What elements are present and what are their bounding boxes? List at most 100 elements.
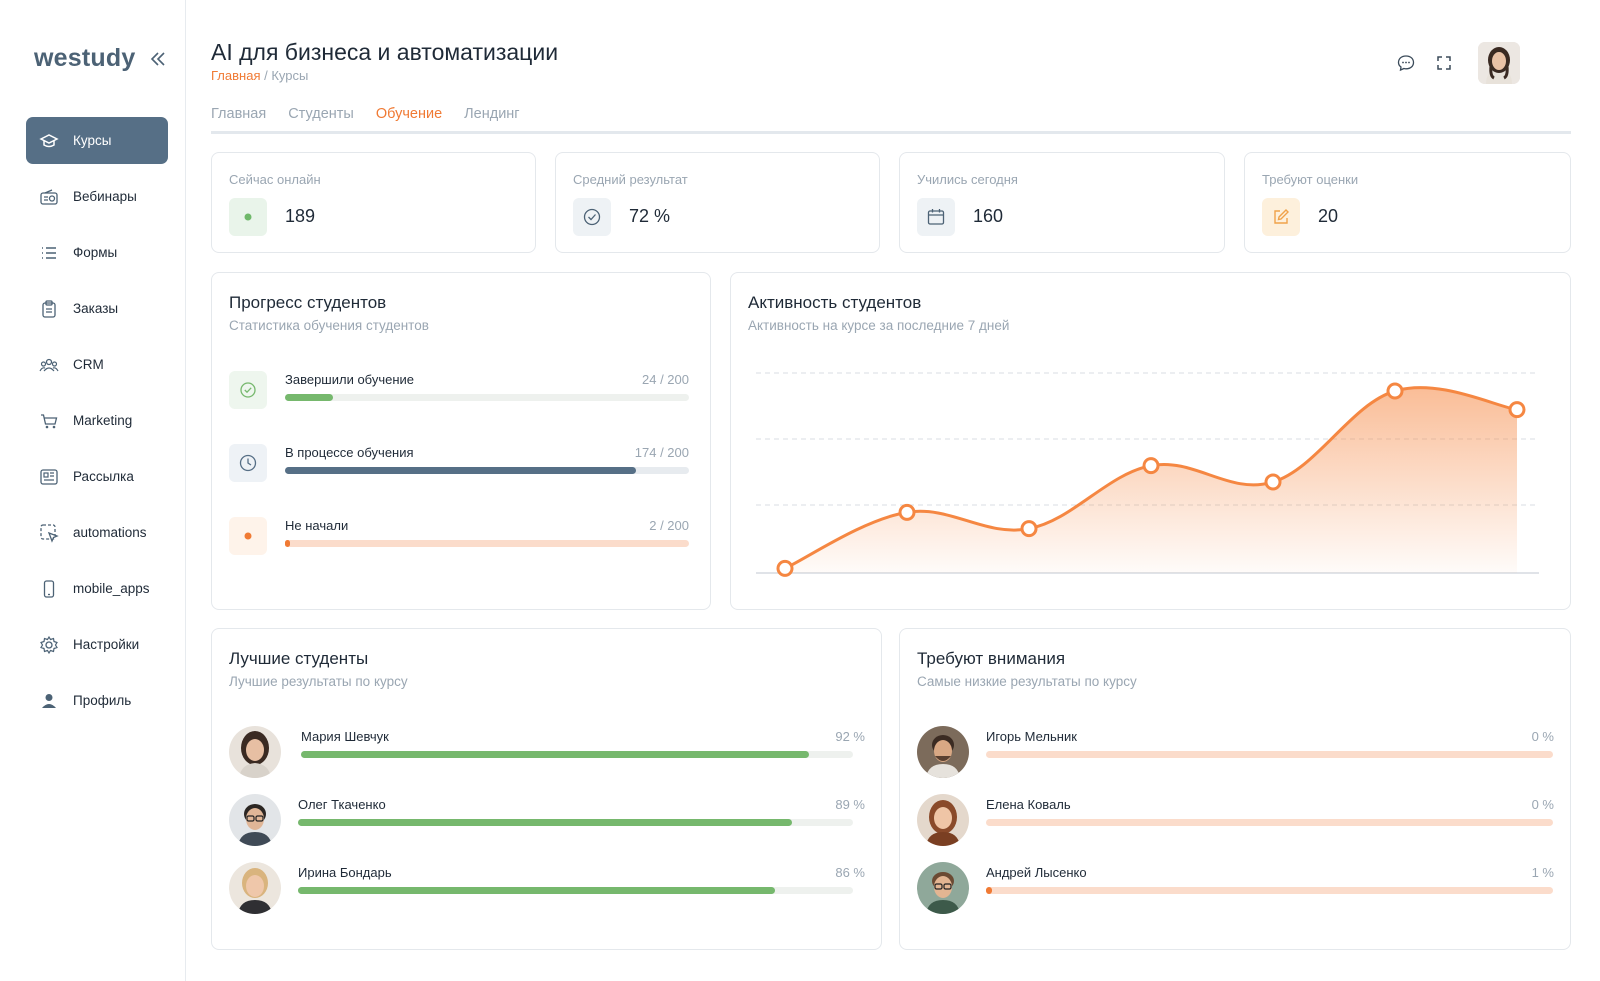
avatar bbox=[917, 794, 969, 846]
clock-icon bbox=[229, 444, 267, 482]
activity-chart bbox=[756, 372, 1539, 577]
data-point-1[interactable] bbox=[776, 559, 794, 577]
student-score: 1 % bbox=[1531, 865, 1554, 880]
sidebar-item-label: Заказы bbox=[73, 301, 119, 316]
avatar[interactable] bbox=[1478, 42, 1520, 84]
sidebar-item-automations[interactable]: automations bbox=[26, 509, 168, 556]
list-item[interactable]: Игорь Мельник 0 % bbox=[917, 726, 1554, 778]
sidebar-item-marketing[interactable]: Marketing bbox=[26, 397, 168, 444]
score-fill bbox=[298, 887, 776, 894]
list-item[interactable]: Ирина Бондарь 86 % bbox=[229, 862, 865, 914]
avatar bbox=[917, 862, 969, 914]
sidebar-item-settings[interactable]: Настройки bbox=[26, 621, 168, 668]
kpi-card-online: Сейчас онлайн 189 bbox=[211, 152, 536, 253]
progress-row-not-started: Не начали 2 / 200 bbox=[229, 517, 689, 557]
list-item[interactable]: Елена Коваль 0 % bbox=[917, 794, 1554, 846]
student-name: Ирина Бондарь bbox=[298, 865, 392, 880]
student-score: 0 % bbox=[1531, 797, 1554, 812]
list-item[interactable]: Андрей Лысенко 1 % bbox=[917, 862, 1554, 914]
progress-card: Прогресс студентов Статистика обучения с… bbox=[211, 272, 711, 610]
sidebar-item-crm[interactable]: CRM bbox=[26, 341, 168, 388]
kpi-value: 160 bbox=[973, 206, 1004, 226]
avatar bbox=[229, 862, 281, 914]
sidebar-item-forms[interactable]: Формы bbox=[26, 229, 168, 276]
attention-card: Требуют внимания Самые низкие результаты… bbox=[899, 628, 1571, 950]
list-icon bbox=[39, 243, 59, 263]
score-track bbox=[298, 819, 853, 826]
double-chevron-left-icon[interactable] bbox=[149, 50, 167, 68]
list-item[interactable]: Мария Шевчук 92 % bbox=[229, 726, 865, 778]
card-subtitle: Статистика обучения студентов bbox=[229, 318, 429, 333]
sidebar-item-label: Настройки bbox=[73, 637, 140, 652]
progress-fill bbox=[285, 394, 334, 401]
sidebar-item-mobile-apps[interactable]: mobile_apps bbox=[26, 565, 168, 612]
tab-students[interactable]: Студенты bbox=[288, 106, 354, 122]
progress-value: 2 / 200 bbox=[649, 518, 689, 533]
card-subtitle: Лучшие результаты по курсу bbox=[229, 674, 408, 689]
progress-value: 24 / 200 bbox=[642, 372, 689, 387]
tab-main[interactable]: Главная bbox=[211, 106, 267, 122]
online-dot-icon bbox=[229, 198, 267, 236]
data-point-7[interactable] bbox=[1508, 401, 1526, 419]
logo-row: westudy bbox=[34, 44, 167, 73]
tab-landing[interactable]: Лендинг bbox=[464, 106, 520, 122]
student-name: Игорь Мельник bbox=[986, 729, 1077, 744]
card-title: Активность студентов bbox=[748, 293, 922, 312]
score-track bbox=[986, 887, 1553, 894]
sidebar-item-label: Рассылка bbox=[73, 469, 134, 484]
progress-label: Не начали bbox=[285, 518, 349, 533]
avatar bbox=[229, 726, 281, 778]
activity-card: Активность студентов Активность на курсе… bbox=[730, 272, 1571, 610]
kpi-label: Средний результат bbox=[573, 172, 688, 187]
progress-value: 174 / 200 bbox=[634, 445, 689, 460]
breadcrumb-separator: / bbox=[260, 68, 272, 83]
sidebar-item-newsletter[interactable]: Рассылка bbox=[26, 453, 168, 500]
sidebar-item-courses[interactable]: Курсы bbox=[26, 117, 168, 164]
sidebar-item-webinars[interactable]: Вебинары bbox=[26, 173, 168, 220]
kpi-label: Требуют оценки bbox=[1262, 172, 1359, 187]
data-point-6[interactable] bbox=[1386, 382, 1404, 400]
cursor-select-icon bbox=[39, 523, 59, 543]
header-actions bbox=[1380, 42, 1520, 84]
score-fill bbox=[986, 887, 992, 894]
card-title: Требуют внимания bbox=[917, 649, 1066, 668]
data-point-5[interactable] bbox=[1264, 473, 1282, 491]
breadcrumb-home-link[interactable]: Главная bbox=[211, 68, 261, 83]
fullscreen-icon[interactable] bbox=[1432, 51, 1456, 75]
edit-icon bbox=[1262, 198, 1300, 236]
score-track bbox=[986, 819, 1553, 826]
breadcrumb-current: Курсы bbox=[271, 68, 309, 83]
student-score: 0 % bbox=[1531, 729, 1554, 744]
data-point-2[interactable] bbox=[898, 503, 916, 521]
data-point-4[interactable] bbox=[1142, 457, 1160, 475]
kpi-card-average: Средний результат 72 % bbox=[555, 152, 880, 253]
users-icon bbox=[39, 355, 59, 375]
dot-icon bbox=[229, 517, 267, 555]
sidebar-item-label: Marketing bbox=[73, 413, 133, 428]
sidebar-item-label: Формы bbox=[73, 245, 118, 260]
sidebar-item-profile[interactable]: Профиль bbox=[26, 677, 168, 724]
sidebar-item-label: Профиль bbox=[73, 693, 132, 708]
tab-bar: Главная Студенты Обучение Лендинг bbox=[211, 106, 1571, 134]
sidebar-item-orders[interactable]: Заказы bbox=[26, 285, 168, 332]
calendar-icon bbox=[917, 198, 955, 236]
progress-row-completed: Завершили обучение 24 / 200 bbox=[229, 371, 689, 411]
student-name: Андрей Лысенко bbox=[986, 865, 1087, 880]
best-students-card: Лучшие студенты Лучшие результаты по кур… bbox=[211, 628, 882, 950]
tab-learning[interactable]: Обучение bbox=[375, 106, 443, 122]
student-name: Олег Ткаченко bbox=[298, 797, 386, 812]
phone-icon bbox=[39, 579, 59, 599]
kpi-card-today: Учились сегодня 160 bbox=[899, 152, 1225, 253]
sidebar-item-label: Курсы bbox=[73, 133, 112, 148]
data-point-3[interactable] bbox=[1020, 520, 1038, 538]
card-title: Лучшие студенты bbox=[229, 649, 369, 668]
list-item[interactable]: Олег Ткаченко 89 % bbox=[229, 794, 865, 846]
student-score: 92 % bbox=[835, 729, 865, 744]
kpi-value: 72 % bbox=[629, 206, 671, 226]
activity-area bbox=[785, 387, 1517, 573]
chat-icon[interactable] bbox=[1394, 51, 1418, 75]
sidebar: westudy Курсы Вебинары Формы Заказы CRM … bbox=[0, 0, 186, 981]
kpi-value: 20 bbox=[1318, 206, 1339, 226]
progress-label: В процессе обучения bbox=[285, 445, 414, 460]
graduation-cap-icon bbox=[39, 131, 59, 151]
